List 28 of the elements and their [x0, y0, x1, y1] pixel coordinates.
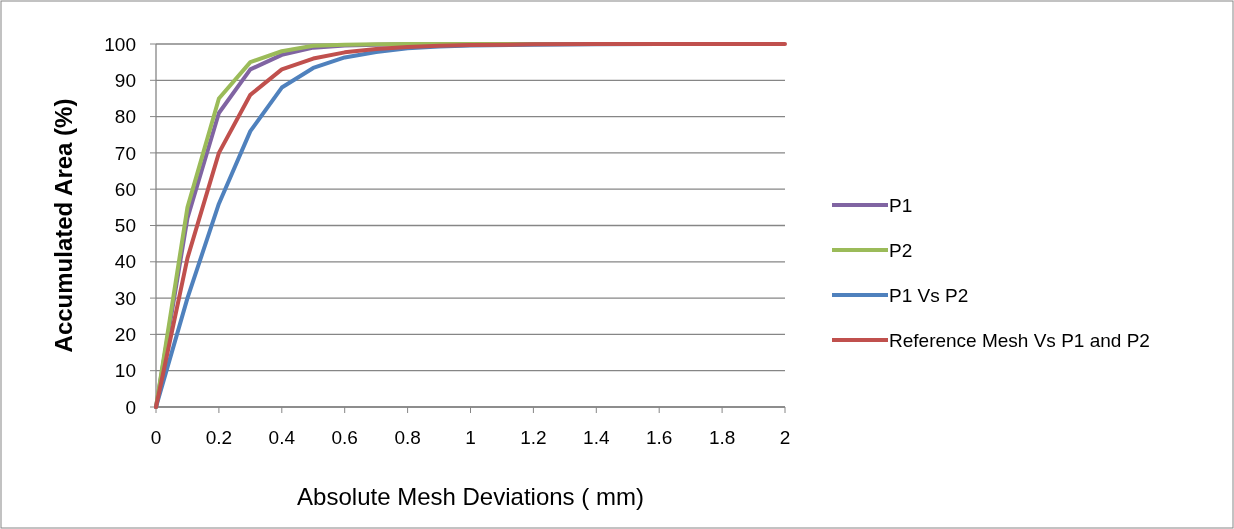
legend-label: P1: [889, 194, 913, 216]
y-tick-label: 40: [114, 251, 136, 273]
x-tick-label: 0.8: [394, 427, 421, 448]
y-tick-label: 0: [125, 396, 136, 418]
x-tick-label: 0.4: [268, 427, 296, 448]
x-tick-label: 2: [779, 427, 791, 448]
y-tick-label: 10: [114, 360, 136, 382]
x-tick-label: 1.4: [583, 427, 610, 448]
y-tick-label: 20: [114, 324, 136, 346]
x-axis-title: Absolute Mesh Deviations ( mm): [297, 483, 644, 510]
legend-label: Reference Mesh Vs P1 and P2: [889, 329, 1150, 351]
x-tick-label: 1.2: [520, 427, 547, 448]
y-axis-title: Accumulated Area (%): [50, 98, 77, 353]
x-tick-label: 0: [150, 427, 162, 448]
legend-label: P2: [889, 239, 913, 261]
y-tick-label: 60: [114, 178, 136, 200]
x-tick-label: 1.6: [645, 427, 673, 448]
x-tick-label: 0.6: [331, 427, 358, 448]
y-tick-label: 100: [104, 33, 136, 55]
y-tick-label: 50: [114, 215, 136, 237]
y-tick-label: 70: [114, 142, 136, 164]
y-tick-label: 30: [114, 287, 136, 309]
x-tick-label: 1.8: [708, 427, 736, 448]
x-tick-label: 0.2: [205, 427, 233, 448]
y-tick-label: 90: [114, 69, 136, 91]
legend-label: P1 Vs P2: [889, 284, 969, 306]
y-tick-label: 80: [114, 106, 136, 128]
x-tick-label: 1: [465, 427, 476, 448]
